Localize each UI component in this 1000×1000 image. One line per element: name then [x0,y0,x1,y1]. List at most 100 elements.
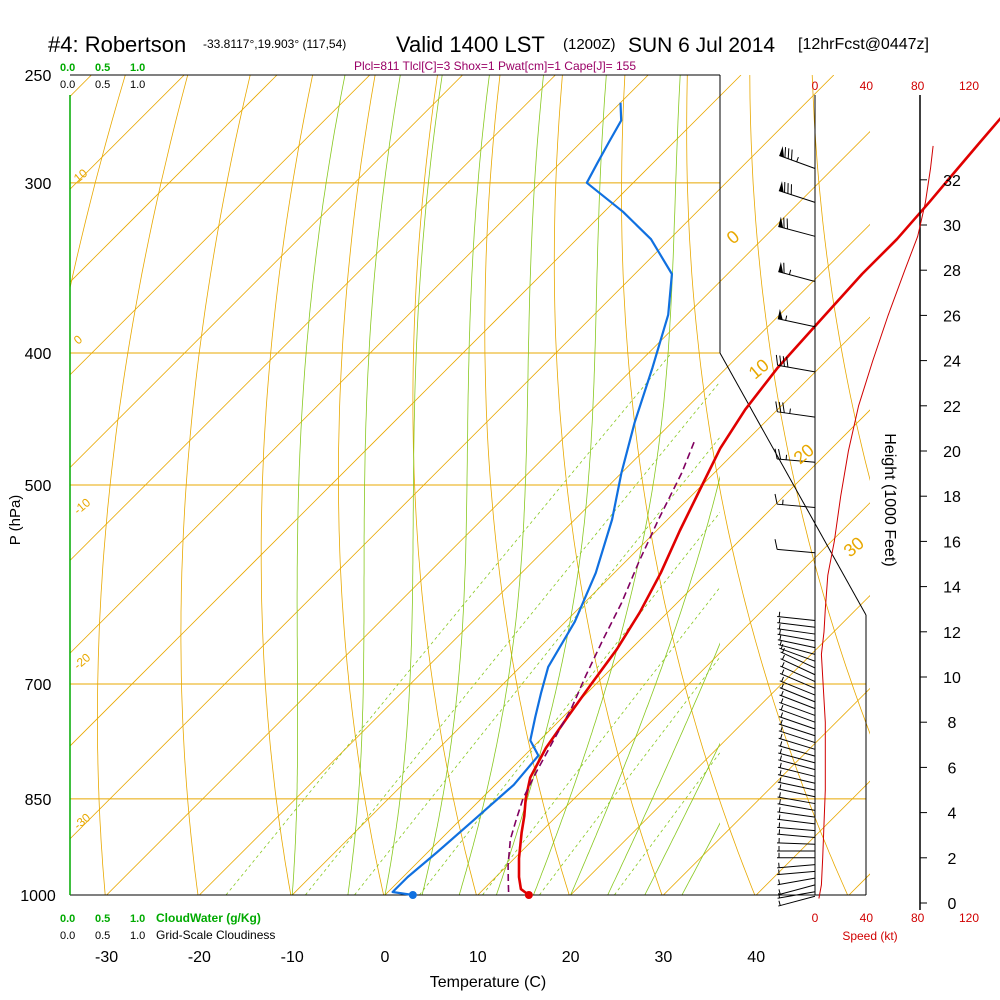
sounding-curves [391,102,1000,899]
moist-adiabat-20 [570,475,720,895]
temp-tick-20: 20 [562,949,580,966]
wind-barb [777,770,816,784]
cloud-scale-top-green-0: 0.0 [60,62,75,74]
temp-tick-40: 40 [747,949,765,966]
isotherm--50 [70,75,742,747]
isotherm--80 [70,75,463,469]
wind-barb [779,643,816,662]
wind-barb-feather [774,448,778,460]
mixing-ratio-lines: 1 2 3 5 8 12 20 [225,352,720,895]
mixing-ratio-8 [482,586,720,895]
isotherm--40 [70,75,835,840]
wind-barb-half-feather [778,807,781,813]
speed-tick-top-120: 120 [959,79,979,93]
wind-barb-half-feather [779,748,783,754]
temperature-axis-title: Temperature (C) [430,974,546,991]
dry-adiabat-label-7: 20 [790,440,818,468]
wind-barb [777,777,816,791]
wind-barb [777,624,816,635]
height-tick-14: 14 [943,580,961,597]
wind-barb-shaft [777,842,816,845]
wind-barb [777,852,815,859]
wind-barb-shaft [777,633,816,642]
speed-tick-bottom-40: 40 [860,911,874,925]
wind-barb [778,748,816,764]
wind-barb-feather [791,149,793,160]
wind-barb [777,629,816,642]
zulu-time: (1200Z) [563,36,616,53]
moist-adiabat-16 [533,75,681,895]
cloud-scale-bottom-green-2: 1.0 [130,913,145,925]
wind-barb-half-feather [781,676,784,682]
wind-barb-shaft [777,781,816,791]
dry-adiabat-343 [811,75,870,482]
wind-barb-shaft [777,818,816,825]
dry-adiabat-293 [484,75,570,895]
wind-barb-shaft [778,190,816,203]
moist-adiabat-0 [384,75,443,895]
pressure-tick-400: 400 [25,346,52,363]
wind-barb-half-feather [779,755,783,761]
wind-barb-shaft [778,737,816,750]
wind-barb [779,669,816,689]
wind-barb-shaft [778,766,816,777]
pressure-tick-850: 850 [25,792,52,809]
pressure-tick-1000: 1000 [20,888,56,905]
wind-barb-feather [782,402,785,413]
dry-adiabat-label-3: -20 [71,650,94,672]
wind-barb [777,891,816,899]
station-coords: -33.8117°,19.903° (117,54) [203,37,346,51]
forecast-info: [12hrFcst@0447z] [798,36,929,53]
wind-barb-shaft [778,730,816,744]
dry-adiabat-263 [260,75,314,895]
wind-barb [774,493,816,508]
wind-barb-half-feather [780,698,784,704]
dry-adiabat-lines [70,75,870,895]
wind-barb-half-feather [788,269,792,275]
temp-tick-0: 0 [381,949,390,966]
wind-barb-shaft [777,548,816,554]
wind-barb [777,837,816,845]
wind-barb [777,635,816,649]
wind-barb-shaft [777,622,816,628]
wind-barb-half-feather [780,705,784,711]
wind-barb-half-feather [779,792,781,798]
wind-barb [777,829,816,838]
wind-barb [777,869,816,876]
cloud-scale-top-green-1: 0.5 [95,62,110,74]
moist-adiabat-12 [496,75,607,895]
height-tick-4: 4 [948,806,957,823]
height-axis-title: Height (1000 Feet) [881,433,898,566]
dry-adiabat-label-2: -10 [71,495,94,517]
wind-barb-shaft [779,155,816,169]
dry-adiabat-label-4: -30 [71,810,94,832]
speed-tick-bottom-80: 80 [911,911,925,925]
height-tick-22: 22 [943,399,961,416]
height-tick-28: 28 [943,263,961,280]
wind-barb-shaft [780,665,816,682]
cloud-scale-bottom-green-0: 0.0 [60,913,75,925]
height-tick-6: 6 [948,760,957,777]
wind-barb-shaft [778,884,816,896]
wind-barb-half-feather [781,669,785,675]
wind-barb-shaft [779,647,816,662]
isotherm--100 [70,75,278,283]
wind-barb [780,654,816,676]
wind-barb [779,698,816,716]
wind-barb [777,862,816,869]
cloud-scale-top-green-2: 1.0 [130,62,145,74]
wind-speed-line [818,145,934,899]
wind-barb-shaft [778,752,816,764]
moist-adiabat-8 [458,75,544,895]
pressure-tick-500: 500 [25,478,52,495]
isotherm--70 [70,75,556,561]
wind-barb-half-feather [781,648,785,653]
wind-barb-flag [778,262,784,273]
height-tick-8: 8 [948,715,957,732]
cloud-scale-bottom: 0.0 0.5 1.0 CloudWater (g/Kg) 0.0 0.5 1.… [60,911,275,942]
wind-barb-shaft [777,628,816,635]
wind-barb [777,611,816,621]
wind-barb-half-feather [781,683,784,689]
wind-barb-half-feather [780,733,783,739]
wind-barb-half-feather [781,654,785,660]
